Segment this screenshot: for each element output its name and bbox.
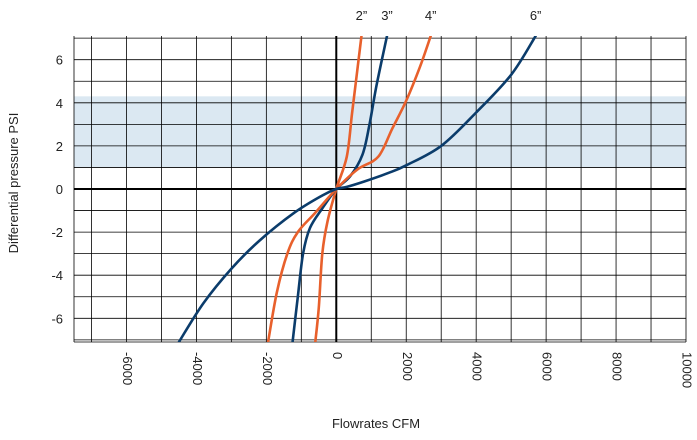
y-tick-label: -6: [51, 311, 63, 326]
x-tick-label: -4000: [190, 352, 205, 385]
x-tick-label: 2000: [400, 352, 415, 381]
x-tick-label: 6000: [540, 352, 555, 381]
y-tick-label: 0: [56, 182, 63, 197]
series-4-line: [177, 36, 537, 342]
series-1-label: 2”: [356, 8, 368, 23]
series-layer: [177, 36, 537, 342]
tick-label-layer: 6 4 2 0 -2 -4 -6 -6000 -4000 -2000 0 2000 4000 6000 80…: [51, 53, 694, 388]
y-tick-label: 2: [56, 139, 63, 154]
series-3-line: [266, 36, 433, 342]
highlight-band-layer: [74, 96, 686, 168]
x-tick-label: -2000: [260, 352, 275, 385]
axis-layer: [74, 36, 686, 342]
x-tick-label: 0: [330, 352, 345, 359]
x-tick-label: 8000: [610, 352, 625, 381]
x-axis-label: Flowrates CFM: [332, 416, 420, 431]
y-tick-label: 4: [56, 96, 63, 111]
y-tick-label: -2: [51, 225, 63, 240]
series-2-label: 3”: [381, 8, 393, 23]
y-tick-label: -4: [51, 268, 63, 283]
y-axis-label: Differential pressure PSI: [6, 113, 21, 254]
series-4-label: 6”: [530, 8, 542, 23]
series-3-label: 4”: [425, 8, 437, 23]
x-tick-label: 4000: [470, 352, 485, 381]
series-label-layer: 2” 3” 4” 6”: [356, 8, 542, 23]
x-tick-label: -6000: [120, 352, 135, 385]
highlight-band: [74, 96, 686, 168]
x-tick-label: 10000: [680, 352, 695, 388]
y-tick-label: 6: [56, 53, 63, 68]
